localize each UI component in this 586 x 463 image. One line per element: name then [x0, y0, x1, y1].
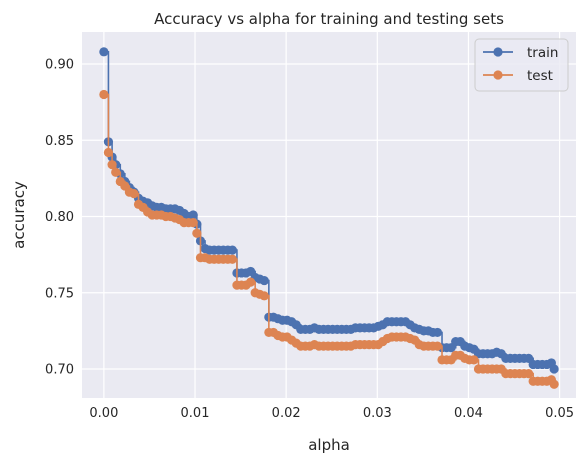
x-tick-label: 0.05	[545, 406, 574, 421]
y-tick-label: 0.75	[45, 286, 74, 301]
data-point-test	[99, 89, 109, 100]
data-point-test	[259, 291, 269, 301]
data-point-test	[246, 277, 256, 287]
y-axis-label: accuracy	[10, 181, 28, 249]
y-tick-label: 0.70	[45, 363, 74, 378]
x-tick-label: 0.00	[89, 406, 118, 421]
data-point-train	[99, 47, 109, 57]
data-point-test	[432, 341, 443, 351]
data-point-test	[227, 254, 237, 264]
y-tick-label: 0.80	[45, 210, 74, 225]
legend: train test	[474, 38, 569, 92]
x-tick-label: 0.01	[181, 406, 210, 421]
data-point-train	[188, 210, 198, 220]
x-tick-labels: 0.00 0.01 0.02 0.03 0.04 0.05	[89, 406, 574, 421]
series-layer	[99, 47, 559, 389]
y-tick-label: 0.90	[45, 58, 74, 73]
data-point-train	[259, 275, 269, 286]
y-tick-label: 0.85	[45, 134, 74, 149]
y-tick-labels: 0.70 0.75 0.80 0.85 0.90	[45, 58, 74, 378]
chart-title: Accuracy vs alpha for training and testi…	[154, 10, 504, 28]
data-point-test	[188, 218, 198, 228]
data-point-test	[524, 369, 534, 379]
data-point-test	[129, 189, 139, 199]
legend-test-marker	[493, 70, 503, 80]
x-tick-label: 0.02	[272, 406, 301, 421]
legend-train-marker	[493, 47, 503, 57]
legend-train-label: train	[527, 45, 558, 61]
legend-test-label: test	[527, 68, 553, 84]
data-point-test	[111, 167, 121, 177]
data-point-test	[103, 147, 114, 158]
data-point-test	[192, 228, 202, 238]
series-test	[99, 89, 559, 389]
data-point-test	[469, 355, 479, 365]
data-point-test	[107, 160, 117, 170]
data-point-train	[227, 245, 237, 255]
x-tick-label: 0.03	[363, 406, 392, 421]
data-point-test	[549, 379, 559, 389]
x-axis-label: alpha	[308, 436, 350, 454]
data-point-train	[549, 364, 559, 374]
data-point-train	[432, 327, 443, 338]
x-tick-label: 0.04	[454, 406, 483, 421]
